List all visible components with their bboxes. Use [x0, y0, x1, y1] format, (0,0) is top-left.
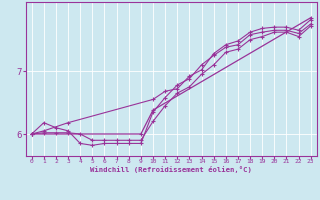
X-axis label: Windchill (Refroidissement éolien,°C): Windchill (Refroidissement éolien,°C) — [90, 166, 252, 173]
